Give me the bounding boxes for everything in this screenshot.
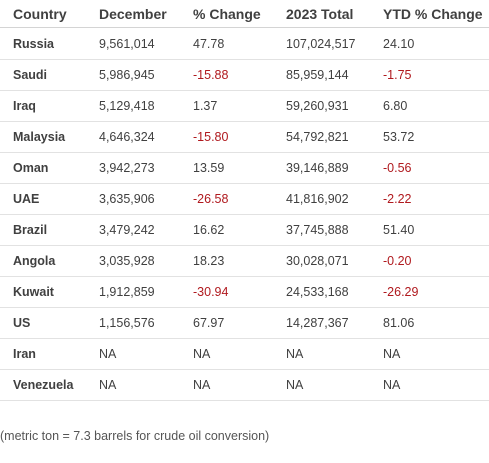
cell-ytd-percent-change: 81.06: [383, 307, 489, 339]
cell-ytd-percent-change: -0.56: [383, 152, 489, 184]
table-row: Malaysia 4,646,324 -15.80 54,792,821 53.72: [0, 121, 489, 153]
cell-country: Venezuela: [0, 369, 99, 401]
cell-december: NA: [99, 369, 193, 401]
cell-december: 1,156,576: [99, 307, 193, 339]
cell-december: 4,646,324: [99, 121, 193, 153]
table-row: Russia 9,561,014 47.78 107,024,517 24.10: [0, 27, 489, 60]
header-ytd-percent-change: YTD % Change: [383, 0, 489, 28]
cell-2023-total: 14,287,367: [286, 307, 383, 339]
cell-2023-total: 59,260,931: [286, 90, 383, 122]
cell-percent-change: 16.62: [193, 214, 286, 246]
cell-2023-total: NA: [286, 369, 383, 401]
table-row: Kuwait 1,912,859 -30.94 24,533,168 -26.29: [0, 276, 489, 308]
cell-2023-total: NA: [286, 338, 383, 370]
cell-percent-change: -30.94: [193, 276, 286, 308]
header-december: December: [99, 0, 193, 28]
cell-ytd-percent-change: -26.29: [383, 276, 489, 308]
crude-imports-table: Country December % Change 2023 Total YTD…: [0, 0, 489, 401]
cell-percent-change: 47.78: [193, 27, 286, 60]
cell-ytd-percent-change: 24.10: [383, 27, 489, 60]
cell-country: Iran: [0, 338, 99, 370]
cell-percent-change: 18.23: [193, 245, 286, 277]
cell-percent-change: -15.80: [193, 121, 286, 153]
cell-percent-change: -26.58: [193, 183, 286, 215]
cell-ytd-percent-change: 53.72: [383, 121, 489, 153]
table-row: Saudi 5,986,945 -15.88 85,959,144 -1.75: [0, 59, 489, 91]
cell-december: NA: [99, 338, 193, 370]
cell-december: 3,942,273: [99, 152, 193, 184]
cell-ytd-percent-change: 6.80: [383, 90, 489, 122]
cell-ytd-percent-change: -1.75: [383, 59, 489, 91]
cell-percent-change: 67.97: [193, 307, 286, 339]
cell-december: 1,912,859: [99, 276, 193, 308]
table-body: Russia 9,561,014 47.78 107,024,517 24.10 Saud…: [0, 27, 489, 401]
cell-country: Russia: [0, 27, 99, 60]
cell-country: Brazil: [0, 214, 99, 246]
header-country: Country: [0, 0, 99, 28]
cell-country: Angola: [0, 245, 99, 277]
cell-country: Oman: [0, 152, 99, 184]
cell-percent-change: NA: [193, 369, 286, 401]
cell-2023-total: 39,146,889: [286, 152, 383, 184]
cell-country: Iraq: [0, 90, 99, 122]
cell-percent-change: 13.59: [193, 152, 286, 184]
table-row: Brazil 3,479,242 16.62 37,745,888 51.40: [0, 214, 489, 246]
cell-country: US: [0, 307, 99, 339]
cell-country: UAE: [0, 183, 99, 215]
cell-ytd-percent-change: NA: [383, 369, 489, 401]
header-percent-change: % Change: [193, 0, 286, 28]
table-row: Venezuela NA NA NA NA: [0, 369, 489, 401]
cell-december: 9,561,014: [99, 27, 193, 60]
table-row: Oman 3,942,273 13.59 39,146,889 -0.56: [0, 152, 489, 184]
cell-2023-total: 54,792,821: [286, 121, 383, 153]
table-row: Angola 3,035,928 18.23 30,028,071 -0.20: [0, 245, 489, 277]
cell-2023-total: 24,533,168: [286, 276, 383, 308]
cell-december: 3,635,906: [99, 183, 193, 215]
cell-ytd-percent-change: -2.22: [383, 183, 489, 215]
data-table-container: Country December % Change 2023 Total YTD…: [0, 0, 489, 401]
cell-ytd-percent-change: NA: [383, 338, 489, 370]
table-row: Iraq 5,129,418 1.37 59,260,931 6.80: [0, 90, 489, 122]
table-row: Iran NA NA NA NA: [0, 338, 489, 370]
cell-december: 5,986,945: [99, 59, 193, 91]
cell-december: 5,129,418: [99, 90, 193, 122]
header-2023-total: 2023 Total: [286, 0, 383, 28]
cell-2023-total: 85,959,144: [286, 59, 383, 91]
table-header-row: Country December % Change 2023 Total YTD…: [0, 0, 489, 28]
cell-2023-total: 41,816,902: [286, 183, 383, 215]
cell-december: 3,035,928: [99, 245, 193, 277]
cell-country: Kuwait: [0, 276, 99, 308]
table-row: UAE 3,635,906 -26.58 41,816,902 -2.22: [0, 183, 489, 215]
cell-2023-total: 37,745,888: [286, 214, 383, 246]
footnote: (metric ton = 7.3 barrels for crude oil …: [0, 429, 270, 443]
cell-percent-change: -15.88: [193, 59, 286, 91]
cell-country: Saudi: [0, 59, 99, 91]
cell-ytd-percent-change: -0.20: [383, 245, 489, 277]
cell-percent-change: NA: [193, 338, 286, 370]
cell-country: Malaysia: [0, 121, 99, 153]
cell-2023-total: 30,028,071: [286, 245, 383, 277]
cell-ytd-percent-change: 51.40: [383, 214, 489, 246]
cell-percent-change: 1.37: [193, 90, 286, 122]
cell-2023-total: 107,024,517: [286, 27, 383, 60]
table-row: US 1,156,576 67.97 14,287,367 81.06: [0, 307, 489, 339]
cell-december: 3,479,242: [99, 214, 193, 246]
